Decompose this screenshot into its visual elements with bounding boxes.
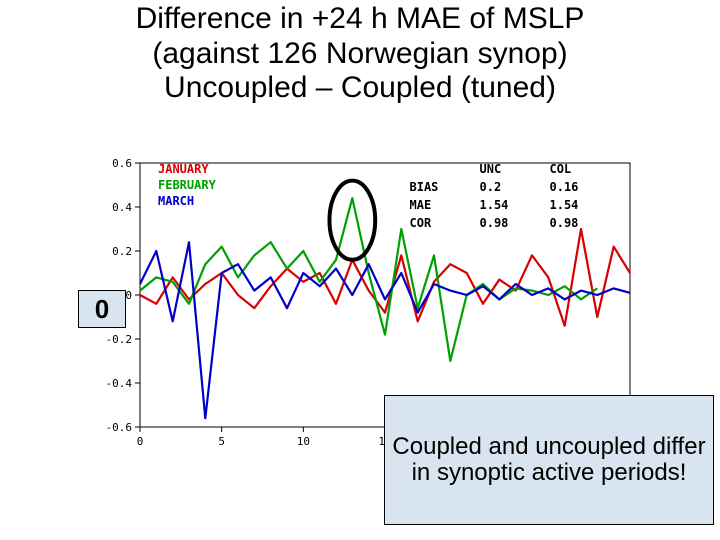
svg-text:FEBRUARY: FEBRUARY [158,178,217,192]
svg-text:-0.4: -0.4 [106,377,133,390]
zero-label: 0 [95,294,109,325]
svg-text:MAE: MAE [410,198,432,212]
slide-title: Difference in +24 h MAE of MSLP (against… [0,2,720,106]
title-line-1: Difference in +24 h MAE of MSLP [136,2,585,35]
svg-text:1.54: 1.54 [550,198,579,212]
zero-marker-box: 0 [78,290,126,328]
svg-text:0.2: 0.2 [112,245,132,258]
svg-text:0: 0 [137,435,144,448]
svg-text:COR: COR [410,216,432,230]
svg-text:1.54: 1.54 [480,198,509,212]
annotation-text: Coupled and uncoupled differ in synoptic… [391,434,707,487]
title-line-3: Uncoupled – Coupled (tuned) [164,71,556,104]
svg-text:0.4: 0.4 [112,201,132,214]
svg-text:BIAS: BIAS [410,180,439,194]
svg-text:0.16: 0.16 [550,180,579,194]
svg-text:-0.6: -0.6 [106,421,133,434]
svg-text:MARCH: MARCH [158,194,194,208]
svg-text:JANUARY: JANUARY [158,162,209,176]
svg-text:COL: COL [550,162,572,176]
annotation-callout: Coupled and uncoupled differ in synoptic… [384,395,714,525]
svg-text:0.98: 0.98 [550,216,579,230]
svg-text:0.2: 0.2 [480,180,502,194]
svg-text:10: 10 [297,435,310,448]
slide-root: Difference in +24 h MAE of MSLP (against… [0,0,720,540]
svg-text:-0.2: -0.2 [106,333,133,346]
svg-text:UNC: UNC [480,162,502,176]
title-line-2: (against 126 Norwegian synop) [152,37,567,70]
svg-text:5: 5 [218,435,225,448]
svg-text:0.98: 0.98 [480,216,509,230]
svg-text:0.6: 0.6 [112,157,132,170]
